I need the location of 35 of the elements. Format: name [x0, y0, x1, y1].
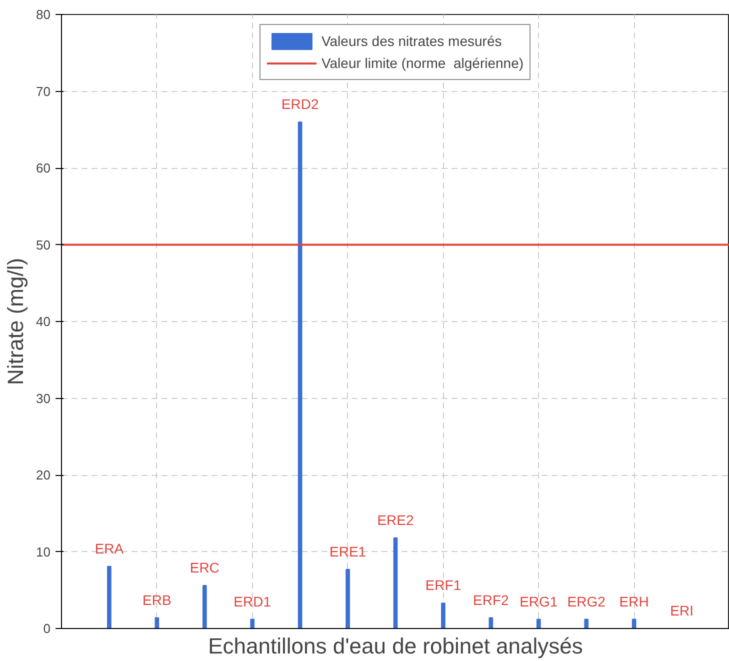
x-tick-label: ERH	[619, 593, 649, 610]
legend-label: Valeurs des nitrates mesurés	[321, 33, 502, 49]
x-tick-label: ERE2	[377, 512, 414, 528]
x-tick-label: ERI	[670, 602, 694, 618]
bar	[536, 618, 541, 628]
y-tick-label: 40	[36, 314, 51, 329]
x-tick-label: ERC	[190, 560, 220, 576]
bar	[298, 121, 302, 628]
x-tick-label: ERG2	[567, 593, 606, 610]
legend-label: Valeur limite (norme algérienne)	[321, 55, 524, 71]
x-tick-label: ERE1	[330, 543, 366, 560]
bar	[250, 618, 255, 628]
x-tick-label: ERA	[94, 540, 124, 556]
x-tick-label: ERG1	[520, 593, 558, 610]
x-tick-label: ERF1	[425, 577, 462, 594]
y-tick-label: 70	[36, 84, 51, 99]
x-tick-label: ERD2	[281, 96, 319, 112]
x-tick-label: ERD1	[234, 593, 272, 610]
y-tick-label: 20	[36, 468, 51, 482]
bar	[393, 537, 398, 628]
bar	[346, 568, 350, 628]
bar	[584, 618, 589, 628]
y-tick-label: 30	[36, 390, 51, 406]
y-tick-label: 60	[36, 160, 51, 176]
y-tick-label: 50	[36, 237, 51, 252]
y-axis-title: Nitrate (mg/l)	[3, 258, 28, 386]
bar	[107, 566, 112, 628]
bar	[441, 602, 446, 628]
y-tick-label: 80	[36, 7, 51, 22]
y-tick-label: 0	[43, 621, 51, 636]
bar	[202, 585, 207, 628]
x-tick-label: ERF2	[473, 592, 510, 608]
y-tick-label: 10	[36, 544, 51, 560]
x-tick-label: ERB	[142, 592, 172, 608]
x-axis-title: Echantillons d'eau de robinet analysés	[208, 634, 583, 658]
